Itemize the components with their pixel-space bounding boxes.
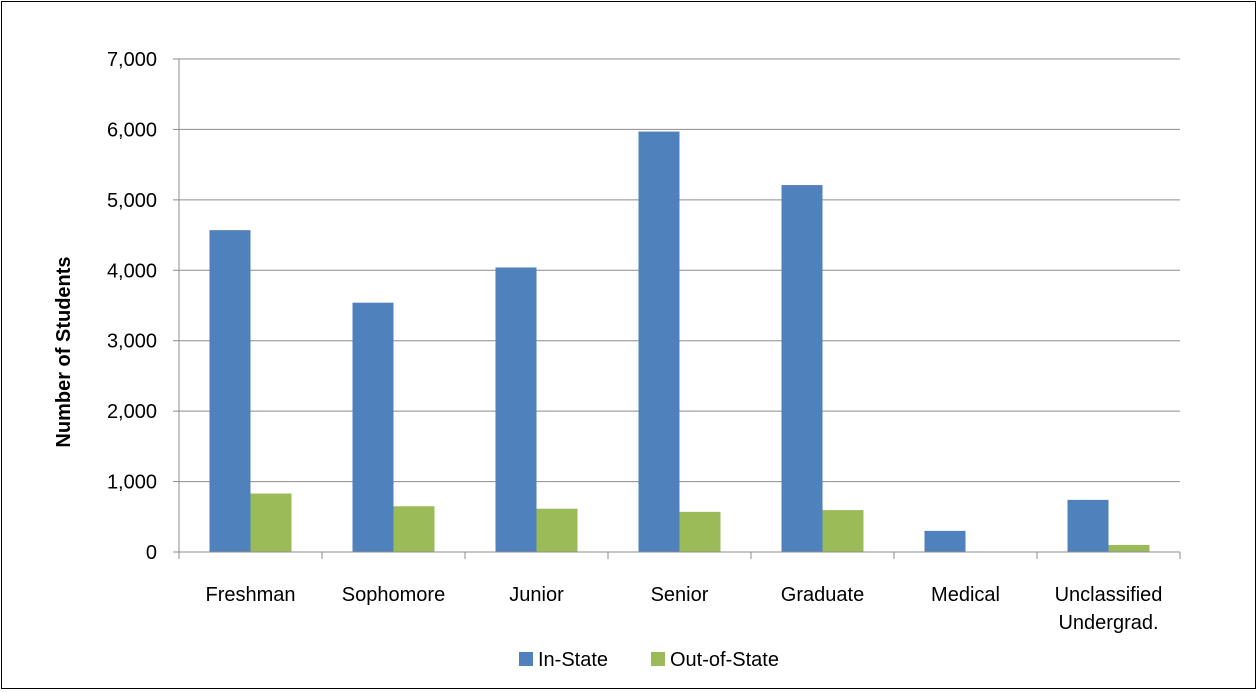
x-tick-label: Unclassified Undergrad.	[1055, 584, 1163, 634]
bar-in-state-3	[638, 131, 680, 552]
x-tick-label: Freshman	[205, 584, 295, 606]
y-tick-label: 2,000	[107, 401, 157, 423]
y-tick-label: 4,000	[107, 260, 157, 282]
x-axis-ticks: Freshman Sophomore Junior Senior Graduate Med…	[205, 584, 1162, 634]
bar-in-state-2	[495, 267, 537, 552]
legend-label: Out-of-State	[670, 649, 779, 671]
y-tick-label: 3,000	[107, 331, 157, 353]
x-tick-label: Junior	[509, 584, 564, 606]
y-axis-label: Number of Students	[53, 256, 75, 447]
legend-label: In-State	[538, 649, 608, 671]
bar-in-state-0	[209, 230, 251, 553]
bars	[209, 131, 1150, 553]
y-tick-label: 0	[146, 542, 157, 564]
bar-in-state-4	[781, 185, 823, 552]
x-tick-label: Sophomore	[342, 584, 445, 606]
bar-out-of-state-6	[1108, 544, 1150, 552]
y-tick-label: 6,000	[107, 119, 157, 141]
bar-in-state-6	[1067, 499, 1109, 552]
x-tick-label: Senior	[651, 584, 709, 606]
legend-swatch-in-state	[519, 652, 533, 666]
axes	[178, 59, 1181, 559]
legend-swatch-out-of-state	[651, 652, 665, 666]
bar-out-of-state-2	[536, 508, 578, 552]
x-tick-label: Medical	[931, 584, 1000, 606]
bar-out-of-state-0	[250, 493, 292, 552]
bar-in-state-5	[924, 530, 966, 552]
y-axis-ticks: 0 1,000 2,000 3,000 4,000 5,000 6,000 7,000	[107, 49, 179, 564]
legend: In-State Out-of-State	[519, 649, 779, 671]
bar-out-of-state-4	[822, 510, 864, 552]
bar-out-of-state-3	[679, 511, 721, 552]
y-tick-label: 1,000	[107, 472, 157, 494]
bar-in-state-1	[352, 302, 394, 552]
y-tick-label: 7,000	[107, 49, 157, 71]
bar-out-of-state-1	[393, 506, 435, 552]
y-tick-label: 5,000	[107, 190, 157, 212]
x-tick-label: Graduate	[781, 584, 864, 606]
